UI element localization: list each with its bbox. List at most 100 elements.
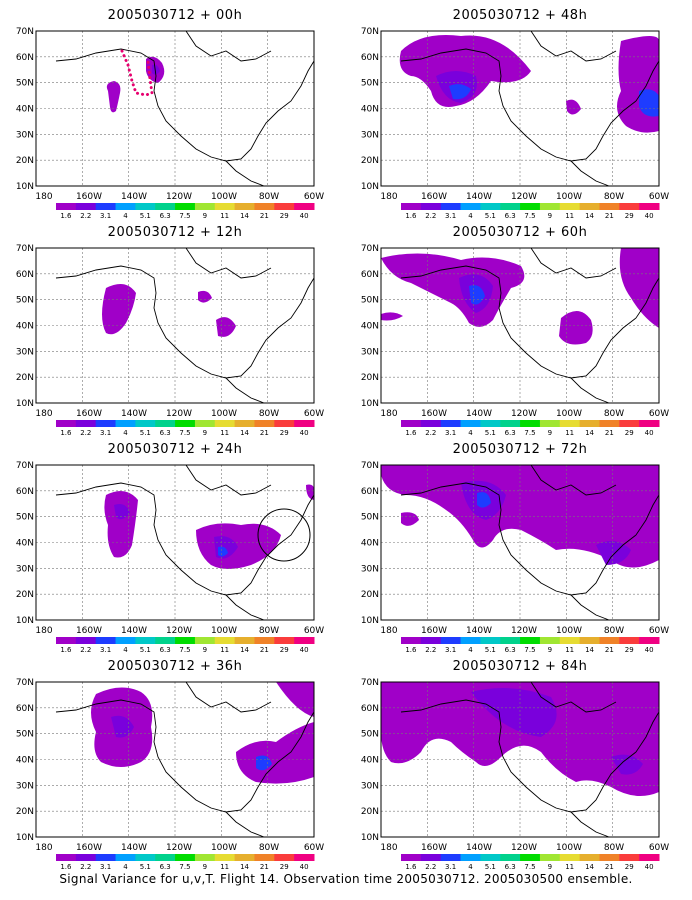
colorbar-swatch — [539, 420, 561, 427]
coastline — [185, 464, 272, 496]
latitude-label: 20N — [361, 807, 379, 817]
longitude-label: 120W — [166, 409, 192, 419]
colorbar-label: 21 — [605, 212, 614, 220]
colorbar-label: 40 — [645, 646, 654, 654]
latitude-label: 50N — [16, 513, 34, 523]
variance-contour — [596, 541, 631, 565]
coastline — [570, 377, 610, 404]
latitude-label: 70N — [16, 27, 34, 37]
colorbar-swatch — [214, 203, 236, 210]
coastline — [55, 48, 315, 162]
map-frame — [35, 30, 315, 187]
longitude-label: 100W — [556, 192, 582, 202]
map-frame — [380, 247, 660, 404]
colorbar-swatch — [294, 203, 315, 210]
latitude-label: 50N — [361, 79, 379, 89]
colorbar-swatch — [420, 637, 442, 644]
latitude-label: 40N — [361, 322, 379, 332]
map-panel: 2005030712 + 72h 70N 60N 50N 40N 30N 20N 10N 180… — [360, 442, 680, 657]
map-panel: 2005030712 + 00h 70N 60N 50N 40N 30N 20N 10N 180… — [15, 8, 335, 223]
colorbar-label: 21 — [260, 863, 269, 871]
panel-title: 2005030712 + 48h — [452, 8, 588, 23]
colorbar-swatch — [539, 854, 561, 861]
colorbar-label: 2.2 — [80, 212, 91, 220]
colorbar-label: 14 — [240, 863, 249, 871]
variance-contour — [639, 89, 659, 117]
colorbar-label: 40 — [645, 212, 654, 220]
latitude-label: 10N — [16, 833, 34, 843]
colorbar-swatch — [579, 420, 600, 427]
map-frame — [35, 464, 315, 621]
colorbar-label: 4 — [123, 429, 128, 437]
latitude-label: 30N — [361, 564, 379, 574]
coastline — [400, 699, 660, 813]
longitude-label: 120W — [511, 409, 537, 419]
colorbar-swatch — [460, 854, 481, 861]
longitude-label: 140W — [466, 843, 492, 853]
colorbar-label: 1.6 — [405, 646, 417, 654]
colorbar-swatch — [639, 637, 660, 644]
colorbar-swatch — [234, 854, 255, 861]
panel-title: 2005030712 + 00h — [107, 8, 243, 23]
colorbar-label: 40 — [300, 646, 309, 654]
colorbar-swatch — [401, 420, 422, 427]
latitude-label: 40N — [361, 105, 379, 115]
latitude-label: 60N — [361, 270, 379, 280]
latitude-label: 20N — [16, 807, 34, 817]
map-panel: 2005030712 + 84h 70N 60N 50N 40N 30N 20N 10N 180… — [360, 659, 680, 874]
colorbar-label: 40 — [300, 212, 309, 220]
colorbar-label: 2.2 — [425, 429, 436, 437]
colorbar-swatch — [95, 420, 117, 427]
latitude-label: 10N — [361, 182, 379, 192]
colorbar-swatch — [420, 420, 442, 427]
colorbar-swatch — [175, 203, 196, 210]
colorbar-label: 9 — [548, 212, 552, 220]
latitude-label: 60N — [361, 487, 379, 497]
colorbar-label: 3.1 — [100, 429, 111, 437]
colorbar-label: 7.5 — [524, 863, 535, 871]
longitude-label: 60W — [304, 409, 324, 419]
longitude-label: 120W — [511, 843, 537, 853]
colorbar-label: 14 — [240, 212, 249, 220]
map-panel: 2005030712 + 60h 70N 60N 50N 40N 30N 20N 10N 180… — [360, 225, 680, 440]
colorbar-label: 11 — [220, 646, 229, 654]
longitude-label: 180 — [35, 192, 52, 202]
longitude-label: 60W — [304, 192, 324, 202]
latitude-label: 40N — [16, 539, 34, 549]
colorbar-swatch — [214, 637, 236, 644]
colorbar-label: 6.3 — [505, 429, 516, 437]
variance-contour — [617, 36, 659, 133]
colorbar-swatch — [155, 420, 176, 427]
variance-contour — [306, 484, 314, 500]
longitude-label: 80W — [259, 626, 279, 636]
latitude-label: 30N — [361, 781, 379, 791]
longitude-label: 180 — [380, 843, 397, 853]
latitude-label: 50N — [361, 296, 379, 306]
colorbar-label: 29 — [280, 212, 289, 220]
longitude-label: 80W — [259, 192, 279, 202]
colorbar-label: 3.1 — [445, 646, 456, 654]
panel-title: 2005030712 + 84h — [452, 659, 588, 674]
panel-title: 2005030712 + 72h — [452, 442, 588, 457]
latitude-label: 40N — [16, 756, 34, 766]
colorbar-label: 9 — [203, 212, 207, 220]
map-frame — [35, 247, 315, 404]
colorbar-swatch — [520, 637, 541, 644]
colorbar-swatch — [155, 854, 176, 861]
colorbar-label: 1.6 — [60, 429, 72, 437]
colorbar-swatch — [194, 637, 216, 644]
colorbar-swatch — [194, 203, 216, 210]
colorbar-swatch — [234, 637, 255, 644]
coastline — [55, 265, 315, 379]
colorbar-label: 1.6 — [60, 863, 72, 871]
variance-contour — [399, 35, 531, 107]
colorbar-swatch — [440, 203, 462, 210]
coastline — [400, 482, 660, 596]
variance-contour — [152, 64, 160, 75]
colorbar-swatch — [440, 637, 462, 644]
colorbar-label: 29 — [625, 429, 634, 437]
longitude-label: 120W — [511, 192, 537, 202]
colorbar-swatch — [401, 637, 422, 644]
colorbar-swatch — [95, 203, 117, 210]
colorbar-label: 2.2 — [80, 646, 91, 654]
